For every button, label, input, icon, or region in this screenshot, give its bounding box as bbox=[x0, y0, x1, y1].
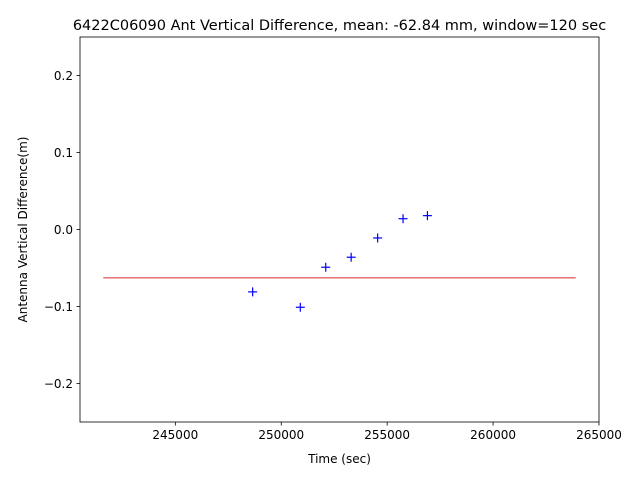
x-axis-label: Time (sec) bbox=[307, 452, 371, 466]
data-point bbox=[321, 262, 331, 272]
data-point bbox=[346, 252, 356, 262]
x-tick-label: 260000 bbox=[470, 428, 516, 442]
data-point bbox=[295, 302, 305, 312]
x-axis-ticks: 245000 250000 255000 260000 265000 bbox=[152, 422, 622, 442]
y-tick-label: 0.0 bbox=[54, 223, 73, 237]
y-axis-ticks: −0.2 −0.1 0.0 0.1 0.2 bbox=[44, 69, 80, 391]
data-point bbox=[422, 211, 432, 221]
y-tick-label: −0.2 bbox=[44, 377, 73, 391]
x-tick-label: 265000 bbox=[576, 428, 622, 442]
y-tick-label: 0.2 bbox=[54, 69, 73, 83]
y-axis-label: Antenna Vertical Difference(m) bbox=[16, 137, 30, 323]
y-tick-label: −0.1 bbox=[44, 300, 73, 314]
x-tick-label: 250000 bbox=[258, 428, 304, 442]
data-series bbox=[103, 211, 576, 312]
y-tick-label: 0.1 bbox=[54, 146, 73, 160]
chart-title: 6422C06090 Ant Vertical Difference, mean… bbox=[73, 18, 606, 34]
data-point bbox=[373, 233, 383, 243]
x-tick-label: 245000 bbox=[152, 428, 198, 442]
x-tick-label: 255000 bbox=[364, 428, 410, 442]
plot-frame bbox=[79, 36, 600, 423]
data-point bbox=[248, 287, 258, 297]
data-point bbox=[398, 214, 408, 224]
plot-area bbox=[80, 37, 599, 422]
